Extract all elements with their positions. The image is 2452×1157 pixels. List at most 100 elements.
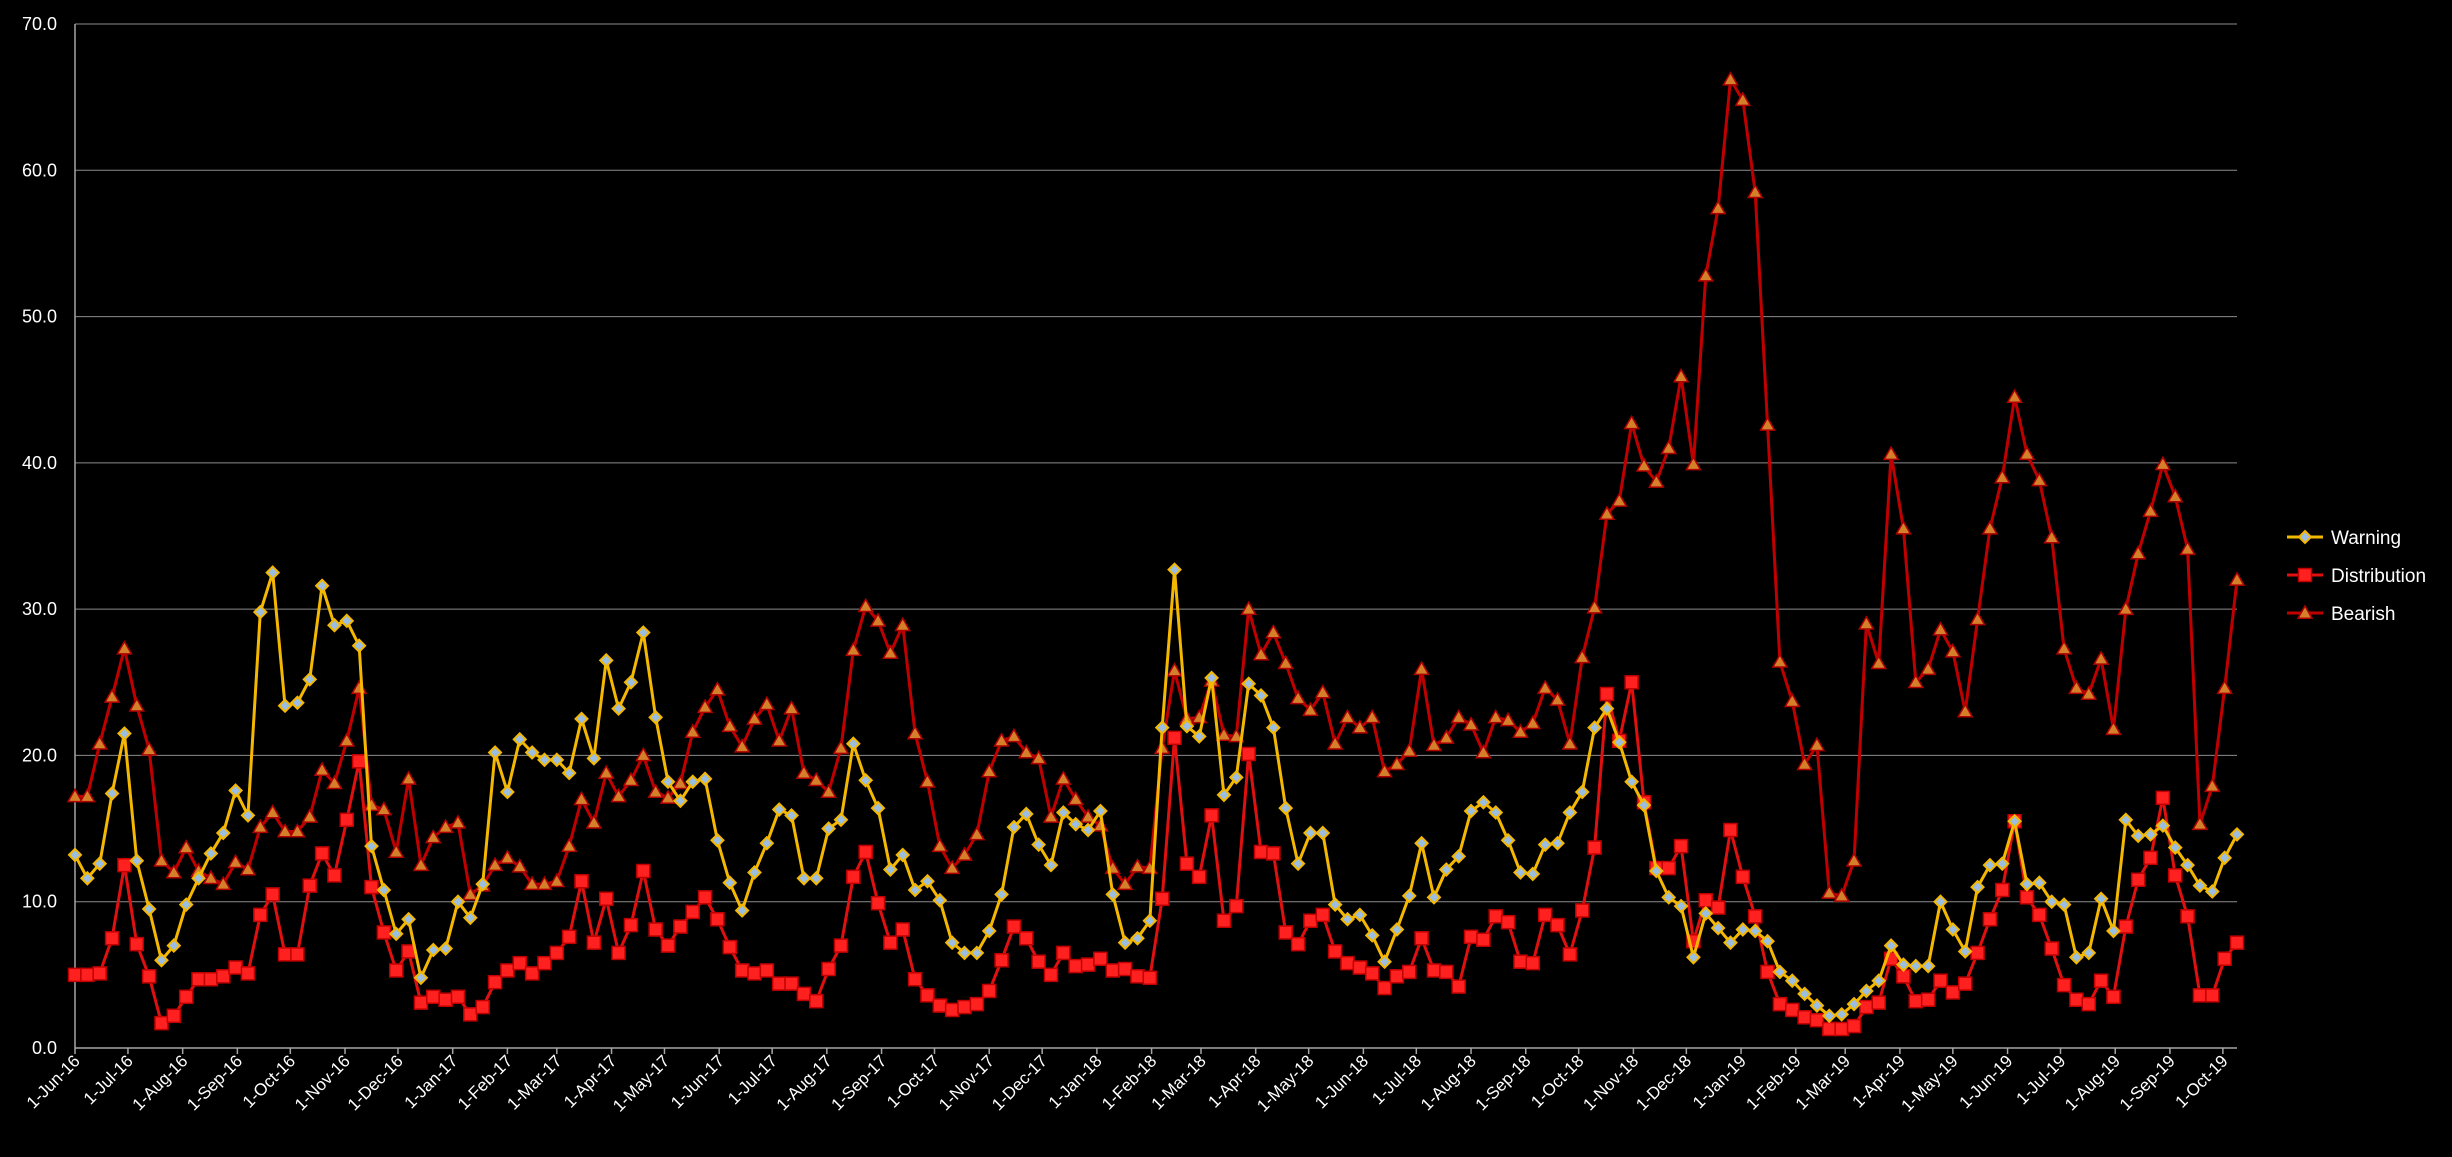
data-point-warning <box>129 853 145 869</box>
legend-entry-warning: Warning <box>2287 528 2401 549</box>
data-point-warning <box>2068 949 2084 965</box>
data-point-distribution <box>2118 919 2134 934</box>
data-point-warning <box>1092 803 1108 819</box>
data-point-bearish <box>672 774 689 790</box>
data-point-bearish <box>1265 624 1282 639</box>
data-point-distribution <box>1278 925 1293 940</box>
data-point-bearish <box>2154 455 2172 471</box>
data-point-warning <box>1982 857 1998 873</box>
data-point-distribution <box>2192 988 2208 1003</box>
data-point-warning <box>734 903 750 918</box>
data-point-warning <box>808 870 824 886</box>
series-distribution <box>67 675 2245 1037</box>
data-point-warning <box>920 873 935 889</box>
data-point-distribution <box>1859 999 1874 1015</box>
data-point-warning <box>1364 927 1380 943</box>
data-point-warning <box>524 745 540 760</box>
data-point-bearish <box>733 738 751 753</box>
data-point-warning <box>401 911 416 927</box>
data-point-warning <box>364 838 379 854</box>
data-point-warning <box>191 870 206 886</box>
data-point-bearish <box>1821 884 1838 899</box>
data-point-warning <box>2007 813 2023 829</box>
data-point-warning <box>660 774 676 790</box>
data-point-bearish <box>165 863 183 879</box>
data-point-bearish <box>412 856 430 872</box>
data-point-bearish <box>1685 455 1702 471</box>
data-point-bearish <box>807 771 825 787</box>
data-point-distribution <box>1908 993 1924 1009</box>
data-point-distribution <box>1451 979 1466 994</box>
data-point-distribution <box>265 887 280 902</box>
data-point-warning <box>994 886 1009 902</box>
data-point-bearish <box>585 814 603 829</box>
data-point-distribution <box>1562 947 1578 962</box>
data-point-bearish <box>1462 716 1480 731</box>
data-point-warning <box>1426 889 1442 905</box>
data-point-warning <box>1896 957 1911 973</box>
data-point-distribution <box>1191 869 1207 885</box>
series-lines <box>66 71 2246 1037</box>
data-point-distribution <box>154 1015 169 1031</box>
data-point-warning <box>1179 718 1195 734</box>
data-point-distribution <box>944 1002 960 1018</box>
data-point-bearish <box>882 644 899 660</box>
data-point-distribution <box>759 963 775 978</box>
data-point-warning <box>2044 894 2060 910</box>
data-point-bearish <box>931 837 949 853</box>
data-point-warning <box>2118 812 2134 828</box>
data-point-distribution <box>277 947 293 962</box>
data-point-distribution <box>1970 945 1985 961</box>
data-point-warning <box>351 638 367 654</box>
data-point-bearish <box>1425 736 1443 752</box>
data-point-distribution <box>2106 989 2121 1005</box>
data-point-bearish <box>1808 736 1826 752</box>
data-point-bearish <box>227 853 244 869</box>
data-point-distribution <box>734 963 750 978</box>
data-point-distribution <box>697 890 713 905</box>
data-point-warning <box>784 807 799 823</box>
data-point-distribution <box>80 967 95 983</box>
data-point-distribution <box>376 925 392 940</box>
data-point-distribution <box>1945 985 1961 1000</box>
data-point-bearish <box>1783 692 1801 708</box>
data-point-warning <box>1031 837 1047 853</box>
data-point-distribution <box>1550 917 1565 933</box>
data-point-bearish <box>79 787 96 803</box>
data-point-distribution <box>1747 909 1763 924</box>
data-point-warning <box>1883 938 1899 954</box>
data-point-warning <box>1216 787 1232 803</box>
data-point-bearish <box>696 698 714 714</box>
data-point-bearish <box>1536 679 1554 695</box>
data-point-bearish <box>1524 714 1542 730</box>
data-point-warning <box>450 894 466 910</box>
data-point-bearish <box>560 837 578 853</box>
data-point-distribution <box>1525 955 1541 971</box>
data-point-distribution <box>1957 976 1973 991</box>
data-point-distribution <box>574 873 589 889</box>
data-point-distribution <box>846 869 861 885</box>
data-point-warning <box>1599 701 1615 717</box>
data-point-warning <box>870 800 886 816</box>
data-point-distribution <box>1735 869 1751 885</box>
data-point-distribution <box>1995 882 2010 898</box>
data-point-bearish <box>2142 502 2159 518</box>
data-point-warning <box>821 821 837 836</box>
data-point-warning <box>462 910 478 926</box>
data-point-warning <box>537 752 552 768</box>
data-point-warning <box>438 941 454 956</box>
data-point-distribution <box>537 955 552 971</box>
data-point-bearish <box>709 681 726 696</box>
data-point-distribution <box>685 904 700 920</box>
legend-label: Distribution <box>2331 566 2426 587</box>
data-point-warning <box>499 784 515 800</box>
data-point-bearish <box>1042 808 1060 823</box>
data-point-distribution <box>2081 996 2096 1012</box>
data-point-warning <box>1018 806 1034 822</box>
data-point-bearish <box>153 852 170 867</box>
data-point-distribution <box>463 1007 478 1022</box>
data-point-distribution <box>191 971 206 987</box>
data-point-distribution <box>1599 686 1615 702</box>
